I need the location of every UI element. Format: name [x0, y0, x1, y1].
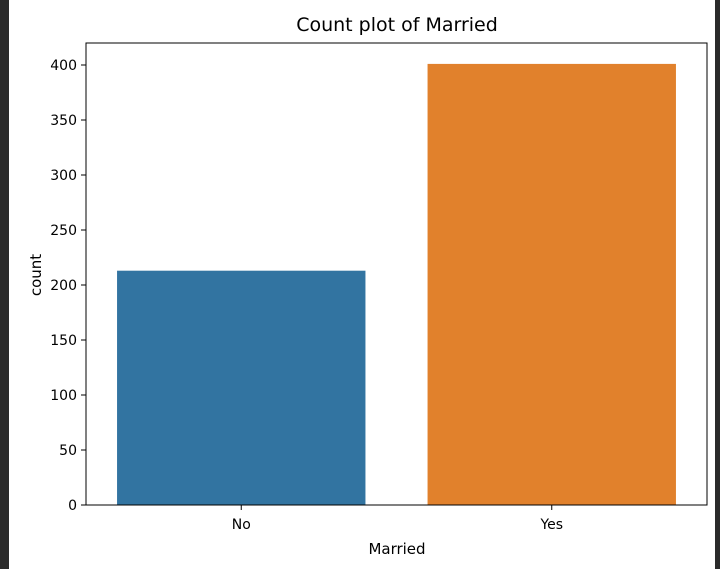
x-tick-label-yes: Yes [539, 517, 563, 533]
y-tick-label: 300 [50, 168, 77, 184]
x-axis-label: Married [368, 540, 425, 558]
y-axis-label: count [27, 254, 45, 296]
y-tick-label: 250 [50, 223, 77, 239]
chart-title: Count plot of Married [296, 14, 498, 36]
x-axis: No Yes [232, 505, 563, 533]
y-tick-label: 400 [50, 58, 77, 74]
bar-no [117, 270, 366, 505]
y-tick-label: 0 [68, 498, 77, 514]
bar-yes [427, 63, 676, 506]
count-plot: Count plot of Married 0 50 100 150 200 250 300… [27, 14, 708, 558]
y-tick-label: 100 [50, 388, 77, 404]
chart-figure: Count plot of Married 0 50 100 150 200 250 300… [9, 0, 715, 569]
plot-area-frame [85, 42, 708, 506]
y-axis: 0 50 100 150 200 250 300 350 400 [50, 58, 86, 514]
y-tick-label: 350 [50, 113, 77, 129]
x-tick-label-no: No [232, 517, 251, 533]
y-tick-label: 50 [59, 443, 77, 459]
bars-group [117, 63, 676, 506]
y-tick-label: 200 [50, 278, 77, 294]
y-tick-label: 150 [50, 333, 77, 349]
